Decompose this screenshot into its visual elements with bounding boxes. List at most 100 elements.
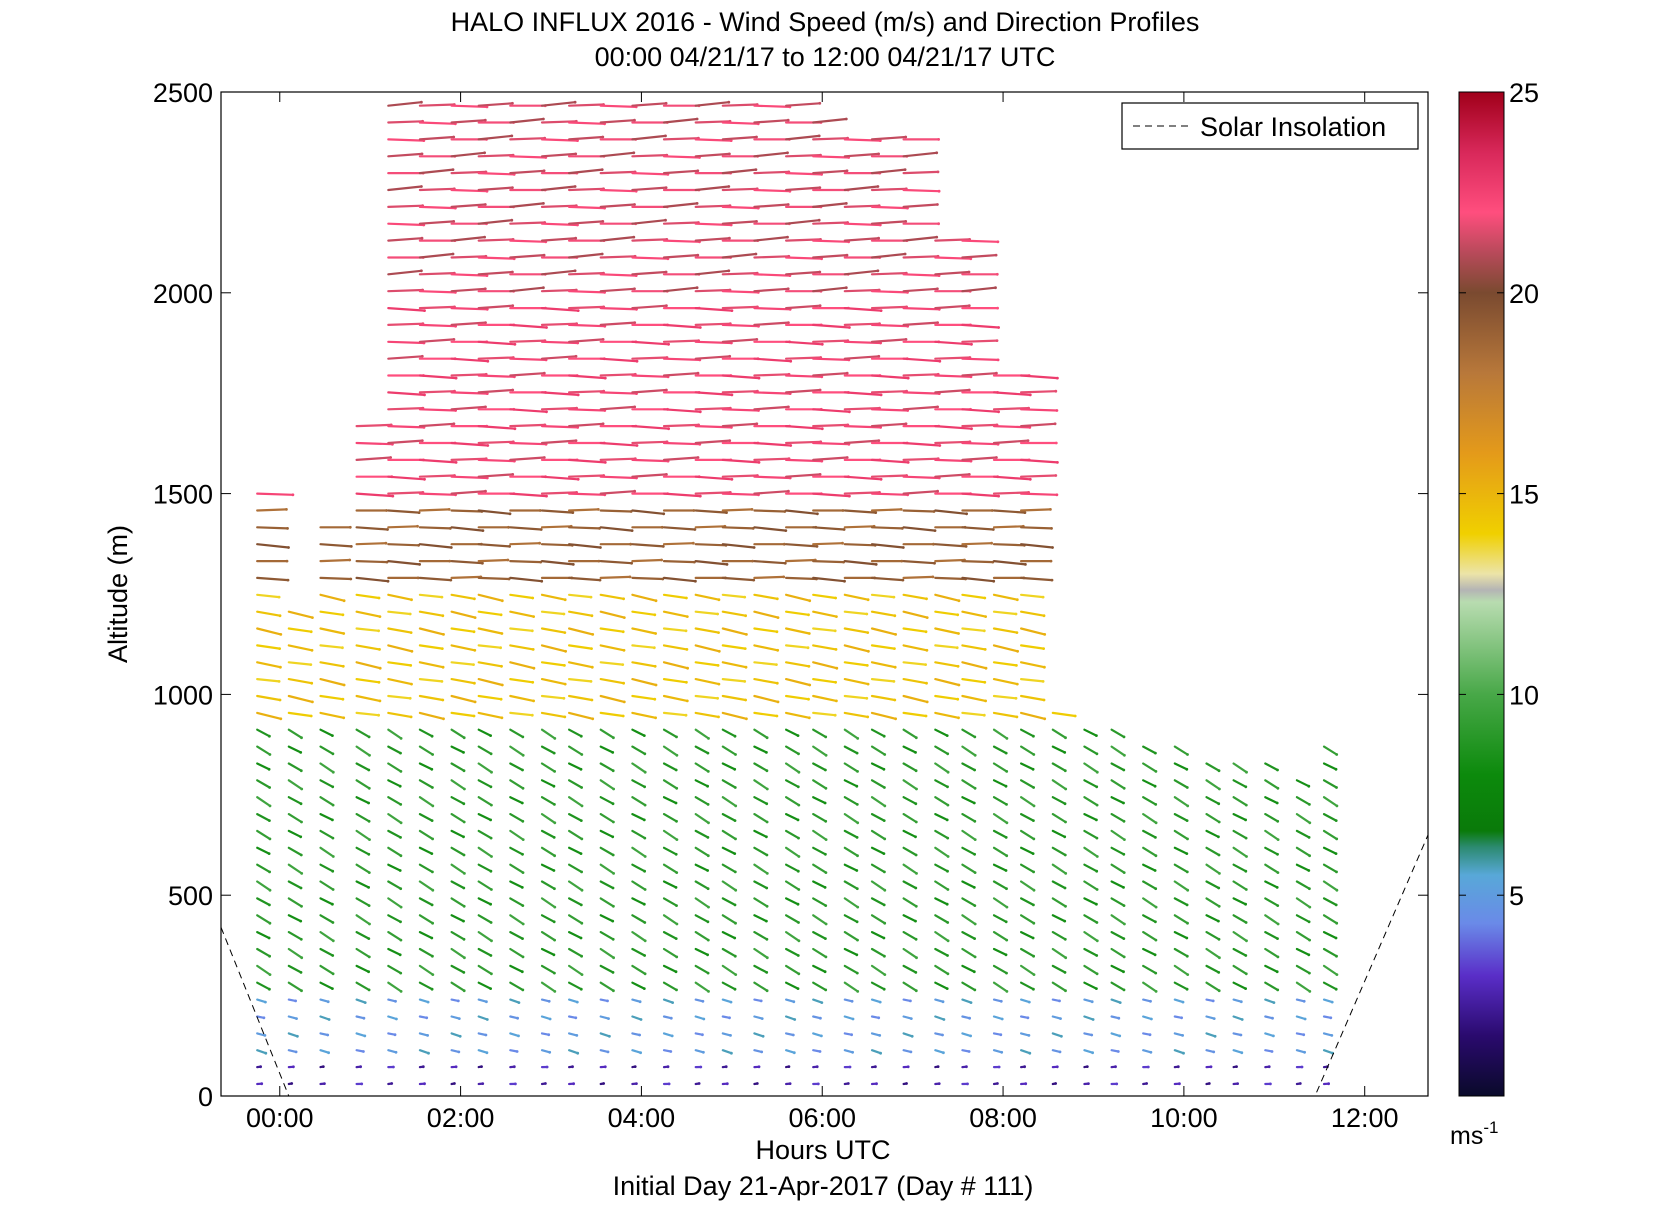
wind-vector-head <box>727 185 731 188</box>
wind-vector <box>287 964 303 974</box>
wind-vector <box>450 321 487 326</box>
wind-vector-head <box>454 1065 458 1069</box>
wind-vector-head <box>1032 954 1035 958</box>
wind-vector-head <box>935 235 939 239</box>
y-tick-label: 1500 <box>153 480 213 510</box>
wind-vector <box>418 121 457 125</box>
colorbar-tick-label: 20 <box>1509 279 1539 309</box>
wind-vector <box>1051 930 1067 941</box>
wind-vector <box>599 593 625 600</box>
wind-vector-head <box>866 715 870 719</box>
wind-vector <box>694 391 734 396</box>
wind-vector <box>509 117 545 124</box>
wind-vector <box>1019 610 1046 617</box>
wind-vector-head <box>516 1016 519 1020</box>
wind-vector-head <box>416 576 420 580</box>
wind-vector <box>599 357 639 363</box>
wind-vector-head <box>367 801 370 805</box>
wind-vector-head <box>1032 753 1036 756</box>
wind-vector <box>662 1032 674 1038</box>
wind-vector-head <box>1245 939 1248 943</box>
wind-vector-head <box>451 252 455 256</box>
wind-vector <box>287 745 302 754</box>
wind-vector <box>902 762 918 772</box>
wind-vector <box>992 439 1030 445</box>
wind-vector <box>1083 762 1099 774</box>
wind-vector-head <box>462 904 466 908</box>
wind-vector <box>567 103 605 107</box>
wind-vector-head <box>426 1000 430 1004</box>
wind-vector <box>631 812 646 822</box>
wind-vector-head <box>590 647 593 650</box>
wind-vector <box>540 593 567 601</box>
wind-vector-head <box>789 444 793 447</box>
wind-vector <box>509 728 524 739</box>
wind-vector <box>870 526 904 530</box>
wind-vector-head <box>1308 887 1311 891</box>
wind-vector-head <box>462 835 465 839</box>
wind-vector-head <box>506 558 510 562</box>
wind-vector-head <box>1276 786 1280 790</box>
wind-vector-head <box>1054 441 1058 445</box>
wind-vector-head <box>399 803 403 806</box>
wind-vector-head <box>667 342 670 346</box>
wind-vector-head <box>1058 1050 1062 1054</box>
wind-vector <box>599 104 638 109</box>
wind-vector-head <box>1095 939 1099 943</box>
wind-vector-head <box>268 870 271 874</box>
wind-vector <box>567 323 606 328</box>
wind-vector-head <box>574 354 578 358</box>
wind-vector <box>784 644 810 649</box>
wind-vector <box>1173 947 1189 958</box>
wind-vector <box>1083 745 1099 755</box>
wind-vector <box>418 135 455 141</box>
wind-vector-head <box>729 223 733 227</box>
wind-vector-head <box>1090 1033 1094 1037</box>
wind-vector-head <box>472 630 476 634</box>
wind-vector-head <box>367 955 371 959</box>
wind-vector-head <box>279 665 282 669</box>
wind-vector-head <box>1154 990 1158 993</box>
wind-vector-head <box>311 616 314 619</box>
wind-vector-head <box>945 734 949 737</box>
wind-vector-head <box>1276 838 1280 841</box>
wind-vector-head <box>1063 769 1067 773</box>
wind-vector <box>477 256 516 260</box>
wind-vector <box>509 372 546 377</box>
wind-vector-head <box>1185 870 1189 874</box>
wind-vector-head <box>489 954 493 957</box>
wind-vector <box>870 897 886 907</box>
wind-vector-head <box>765 989 769 993</box>
wind-vector-head <box>349 577 353 581</box>
wind-vector <box>540 391 580 396</box>
wind-vector <box>477 863 492 873</box>
wind-vector <box>1205 947 1221 959</box>
wind-vector <box>902 694 929 704</box>
wind-vector-head <box>1122 786 1126 790</box>
wind-vector-head <box>906 376 910 380</box>
wind-vector-head <box>285 559 289 563</box>
wind-vector <box>753 475 792 480</box>
wind-vector-head <box>797 921 800 924</box>
wind-vector <box>1173 812 1189 822</box>
wind-vector-head <box>431 786 434 789</box>
wind-vector-head <box>730 309 734 312</box>
wind-vector <box>812 762 827 772</box>
wind-vector-head <box>562 696 566 700</box>
wind-vector <box>961 914 977 926</box>
wind-vector <box>662 357 701 361</box>
wind-vector-head <box>552 836 556 839</box>
wind-vector-head <box>612 736 615 740</box>
wind-vector-head <box>612 787 615 791</box>
wind-vector <box>319 964 335 975</box>
wind-vector-head <box>292 1065 295 1069</box>
wind-vector <box>599 627 625 633</box>
wind-vector <box>843 947 858 956</box>
wind-vector <box>1142 981 1158 993</box>
colorbar-tick-label: 15 <box>1509 480 1539 510</box>
wind-vector <box>721 897 737 907</box>
wind-vector-head <box>341 613 345 617</box>
wind-vector-head <box>752 578 756 582</box>
wind-vector <box>540 779 556 788</box>
wind-vector <box>1295 1015 1307 1021</box>
